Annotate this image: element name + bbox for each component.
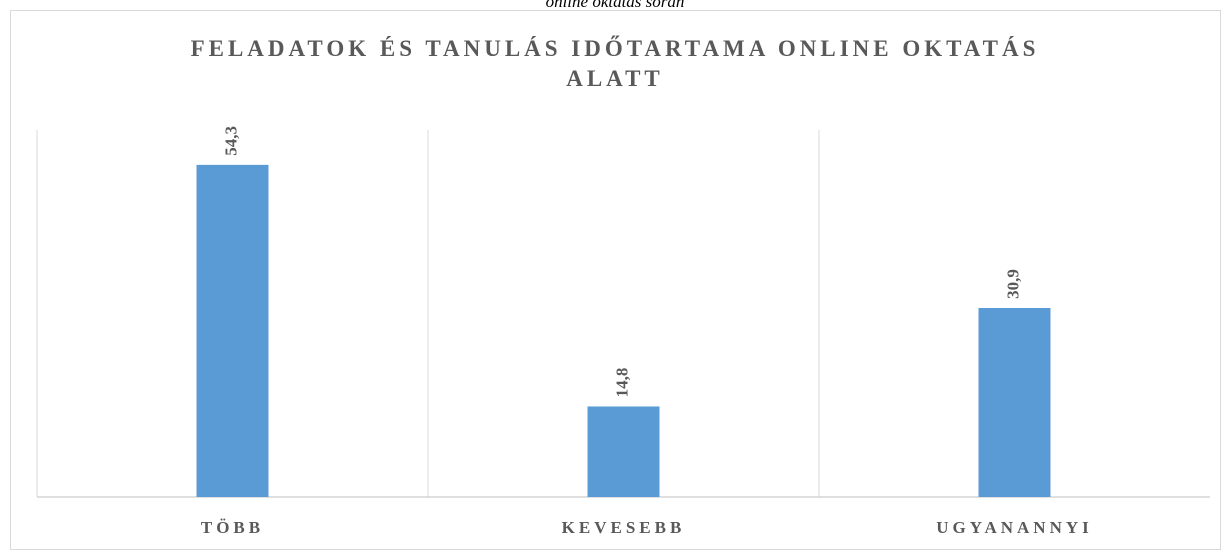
title-box: FELADATOK ÉS TANULÁS IDŐTARTAMA ONLINE O… <box>190 36 1040 91</box>
data-label: 14,8 <box>612 368 631 398</box>
x-tick-label: TÖBB <box>201 518 264 537</box>
bar <box>978 307 1051 497</box>
caption: online oktatás során <box>546 0 685 11</box>
data-label: 30,9 <box>1003 269 1022 299</box>
data-label: 54,3 <box>221 126 240 156</box>
x-tick-label: KEVESEBB <box>562 518 686 537</box>
x-tick-label: UGYANANNYI <box>936 518 1093 537</box>
chart-title: FELADATOK ÉS TANULÁS IDŐTARTAMA ONLINE O… <box>190 36 1040 91</box>
chart-border <box>10 10 1221 550</box>
bar <box>587 406 660 497</box>
bar <box>196 164 269 498</box>
